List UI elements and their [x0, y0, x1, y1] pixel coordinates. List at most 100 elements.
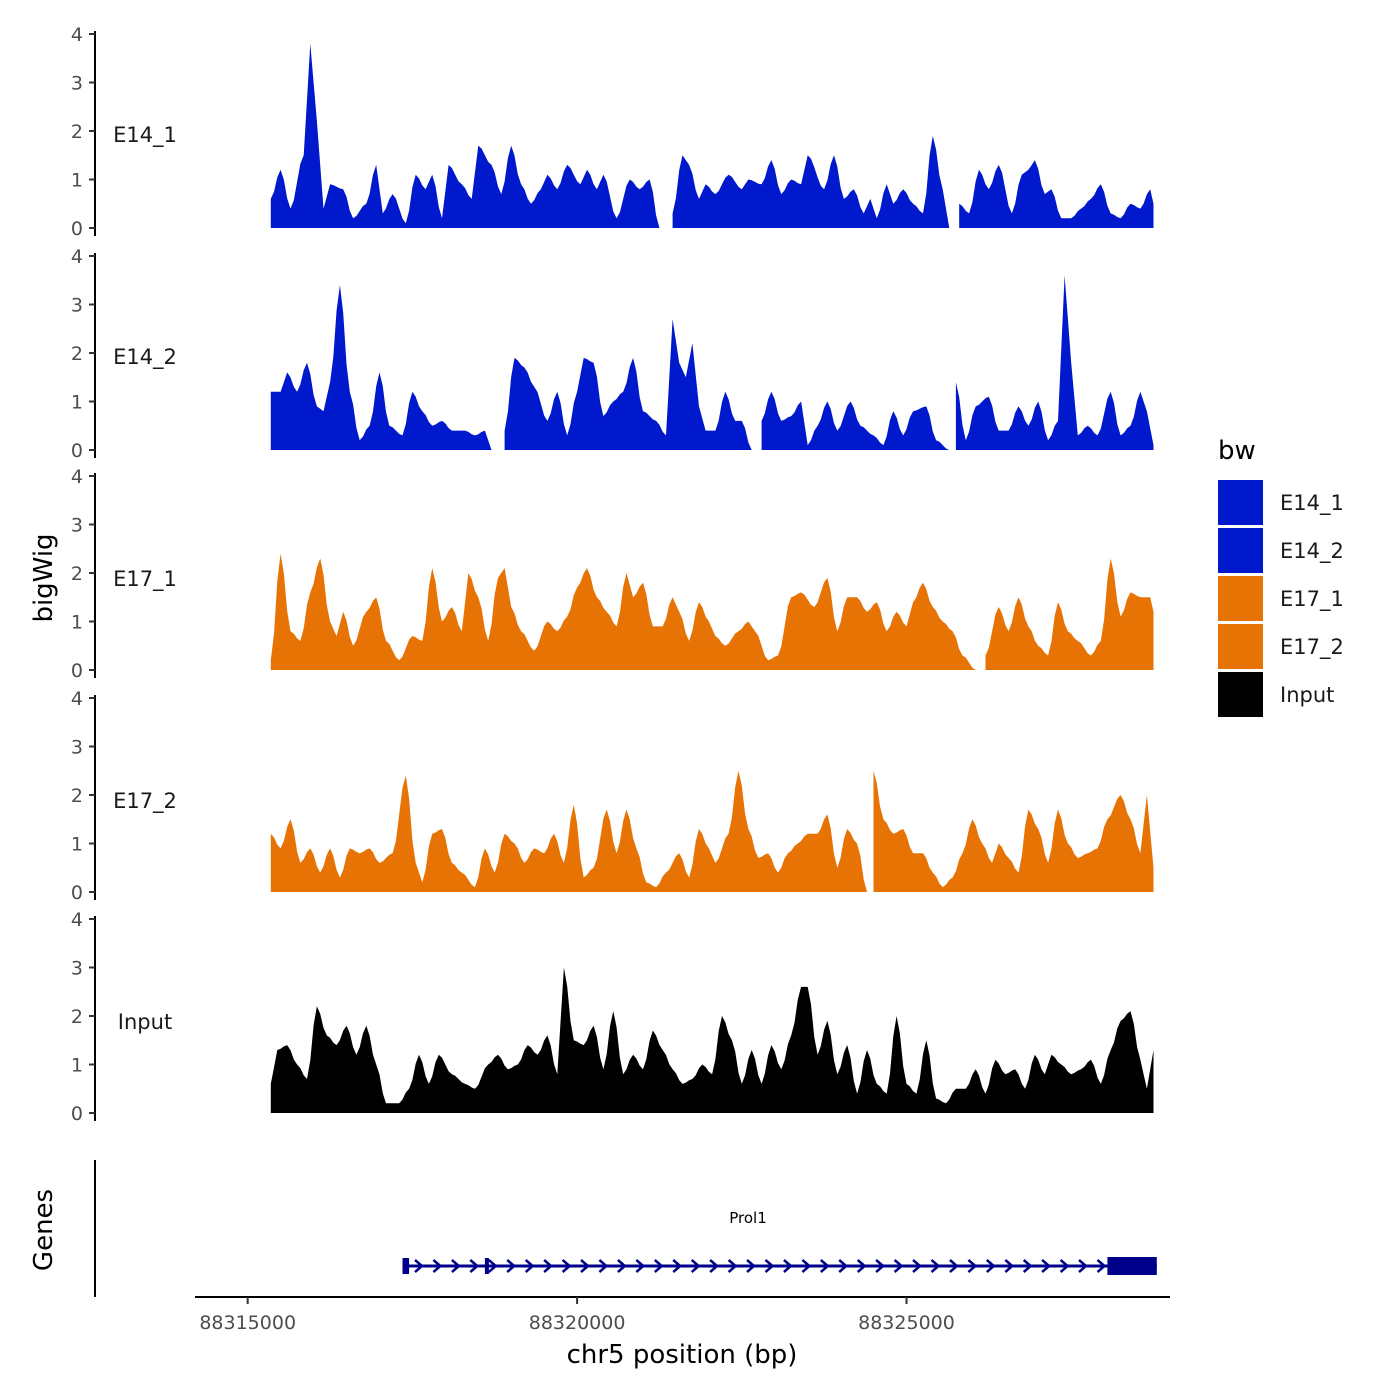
strand-arrow: [985, 1259, 996, 1273]
legend-label-e17-1: E17_1: [1280, 587, 1344, 612]
signal-area-e14-2: [955, 275, 1154, 450]
strand-arrow: [672, 1259, 683, 1273]
legend-label-e17-2: E17_2: [1280, 635, 1344, 660]
strand-arrow: [783, 1259, 793, 1273]
signal-area-e14-2: [761, 391, 950, 450]
strand-arrow: [949, 1259, 959, 1273]
y-tick-label: 4: [71, 909, 83, 931]
strand-arrow: [451, 1259, 461, 1273]
strand-arrow: [912, 1259, 922, 1273]
strand-arrow: [709, 1259, 720, 1273]
strand-arrow: [875, 1259, 886, 1273]
legend-label-input: Input: [1280, 683, 1334, 707]
y-tick-label: 1: [71, 1055, 83, 1077]
gene-exon: [402, 1258, 410, 1274]
y-tick-label: 4: [71, 688, 83, 710]
y-tick-label: 3: [71, 515, 83, 537]
strand-arrow: [856, 1259, 867, 1273]
strand-arrow: [819, 1259, 830, 1273]
legend-key-e17-1: [1218, 576, 1263, 621]
x-tick-label: 88325000: [858, 1312, 955, 1334]
signal-area-e14-2: [270, 285, 492, 450]
strand-arrow: [1004, 1259, 1015, 1273]
strand-arrow: [727, 1259, 738, 1273]
signal-area-e14-1: [270, 43, 660, 229]
y-tick-label: 0: [71, 882, 83, 904]
strand-arrow: [635, 1259, 646, 1273]
legend-title: bw: [1218, 436, 1256, 466]
y-tick-label: 0: [71, 218, 83, 240]
strand-arrow: [967, 1259, 978, 1273]
y-tick-label: 2: [71, 785, 83, 807]
strand-arrow: [469, 1259, 480, 1273]
track-label-e17-1: E17_1: [113, 567, 177, 592]
y-tick-label: 3: [71, 737, 83, 759]
y-tick-label: 0: [71, 1103, 83, 1125]
y-tick-label: 2: [71, 563, 83, 585]
y-tick-label: 3: [71, 295, 83, 317]
strand-arrow: [1059, 1259, 1070, 1273]
strand-arrow: [598, 1259, 609, 1273]
strand-arrow: [1022, 1259, 1033, 1273]
strand-arrow: [617, 1259, 627, 1273]
y-tick-label: 1: [71, 834, 83, 856]
genes-track: Prol1: [94, 1160, 1157, 1297]
strand-arrow: [893, 1259, 904, 1273]
strand-arrow: [764, 1259, 775, 1273]
strand-arrow: [930, 1259, 941, 1273]
strand-arrow: [653, 1259, 664, 1273]
y-tick-label: 1: [71, 612, 83, 634]
legend-key-e14-1: [1218, 480, 1263, 525]
y-axis-title: bigWig: [29, 533, 59, 622]
signal-tracks: 0 1 2 3 4 E14_1 0 1 2 3 4 E14_2 0 1 2 3 4 E17_1 0 1 2 3 4 E17_2…: [71, 24, 1154, 1125]
signal-area-e17-2: [873, 770, 1154, 892]
track-e17-1: 0 1 2 3 4 E17_1: [71, 466, 1154, 682]
track-label-e14-2: E14_2: [113, 345, 177, 370]
y-tick-label: 4: [71, 246, 83, 268]
y-tick-label: 3: [71, 73, 83, 95]
strand-arrow: [432, 1259, 443, 1273]
strand-arrow: [801, 1259, 812, 1273]
track-input: 0 1 2 3 4 Input: [71, 909, 1154, 1125]
x-tick-label: 88315000: [199, 1312, 296, 1334]
y-tick-label: 0: [71, 440, 83, 462]
genes-track-title: Genes: [29, 1189, 59, 1271]
y-tick-label: 4: [71, 24, 83, 46]
gene-exon: [1107, 1257, 1157, 1275]
track-e17-2: 0 1 2 3 4 E17_2: [71, 688, 1154, 904]
track-e14-1: 0 1 2 3 4 E14_1: [71, 24, 1154, 240]
y-tick-label: 0: [71, 660, 83, 682]
legend-label-e14-2: E14_2: [1280, 539, 1344, 564]
legend-key-e17-2: [1218, 624, 1263, 669]
strand-arrow: [524, 1259, 535, 1273]
signal-area-e17-1: [985, 558, 1154, 670]
track-label-input: Input: [118, 1010, 172, 1034]
y-tick-label: 3: [71, 958, 83, 980]
track-label-e17-2: E17_2: [113, 789, 177, 814]
signal-area-e14-2: [504, 319, 752, 450]
strand-arrow: [1078, 1259, 1088, 1273]
signal-area-input: [270, 967, 1154, 1113]
signal-area-e14-1: [672, 135, 950, 228]
strand-arrow: [414, 1259, 424, 1273]
signal-area-e14-1: [959, 160, 1154, 228]
strand-arrow: [1096, 1259, 1107, 1273]
strand-arrow: [580, 1259, 590, 1273]
strand-arrow: [506, 1259, 517, 1273]
x-axis-title: chr5 position (bp): [567, 1340, 798, 1370]
gene-label-prol1: Prol1: [729, 1209, 767, 1227]
y-tick-label: 4: [71, 466, 83, 488]
y-tick-label: 2: [71, 121, 83, 143]
gene-exon: [484, 1258, 489, 1274]
x-tick-label: 88320000: [529, 1312, 626, 1334]
signal-area-e17-1: [270, 553, 976, 670]
strand-arrow: [1041, 1259, 1052, 1273]
legend-label-e14-1: E14_1: [1280, 491, 1344, 516]
strand-arrow: [543, 1259, 554, 1273]
track-e14-2: 0 1 2 3 4 E14_2: [71, 246, 1154, 462]
strand-arrow: [561, 1259, 572, 1273]
y-tick-label: 1: [71, 392, 83, 414]
legend-key-e14-2: [1218, 528, 1263, 573]
y-tick-label: 2: [71, 1006, 83, 1028]
